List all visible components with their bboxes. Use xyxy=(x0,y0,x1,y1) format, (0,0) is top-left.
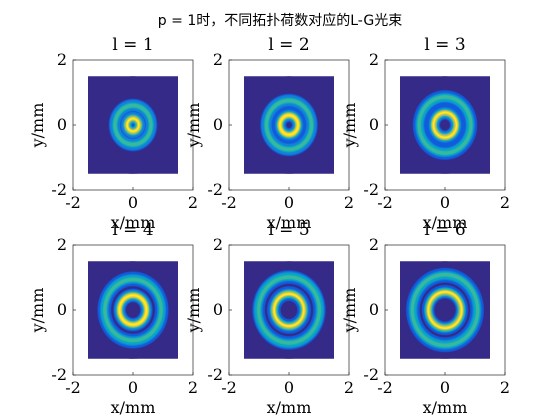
y-tick-label: -2 xyxy=(207,365,223,384)
x-tick-label: -2 xyxy=(377,378,393,397)
subplot-title: l = 5 xyxy=(268,220,309,240)
lg-intensity-pattern xyxy=(244,261,334,359)
y-tick-label: -2 xyxy=(51,365,67,384)
subplot-l-5: -2 0 2 -2 0 2 l = 5 x/mm y/mm xyxy=(184,220,354,417)
y-tick-label: 0 xyxy=(213,115,223,134)
x-tick-label: 0 xyxy=(128,193,138,212)
y-axis-label: y/mm xyxy=(28,288,47,334)
y-tick-label: 0 xyxy=(213,300,223,319)
subplot-title: l = 2 xyxy=(268,35,309,55)
x-tick-label: -2 xyxy=(221,378,237,397)
subplot-grid: -2 0 2 -2 0 2 l = 1 x/mm y/mm -2 0 2 -2 0 2 l = 2 x/mm y/… xyxy=(28,35,510,417)
subplot-l-2: -2 0 2 -2 0 2 l = 2 x/mm y/mm xyxy=(184,35,354,232)
y-tick-label: 2 xyxy=(369,235,379,254)
subplot-l-1: -2 0 2 -2 0 2 l = 1 x/mm y/mm xyxy=(28,35,198,232)
y-tick-label: 2 xyxy=(57,235,67,254)
x-axis-label: x/mm xyxy=(423,398,468,417)
lg-intensity-pattern xyxy=(244,76,334,174)
x-tick-label: 2 xyxy=(188,378,198,397)
lg-intensity-pattern xyxy=(400,76,490,174)
subplot-title: l = 1 xyxy=(112,35,153,55)
x-tick-label: 0 xyxy=(440,378,450,397)
x-axis-label: x/mm xyxy=(111,213,156,232)
x-tick-label: 2 xyxy=(344,193,354,212)
subplot-l-3: -2 0 2 -2 0 2 l = 3 x/mm y/mm xyxy=(340,35,510,232)
y-tick-label: 0 xyxy=(369,115,379,134)
x-tick-label: 2 xyxy=(344,378,354,397)
y-axis-label: y/mm xyxy=(340,288,359,334)
y-tick-label: 0 xyxy=(57,115,67,134)
x-tick-label: 0 xyxy=(284,378,294,397)
x-tick-label: 0 xyxy=(440,193,450,212)
subplot-title: l = 3 xyxy=(424,35,465,55)
y-axis-label: y/mm xyxy=(184,288,203,334)
y-axis-label: y/mm xyxy=(28,103,47,149)
y-tick-label: -2 xyxy=(363,180,379,199)
x-axis-label: x/mm xyxy=(423,213,468,232)
lg-intensity-pattern xyxy=(88,261,178,359)
y-axis-label: y/mm xyxy=(340,103,359,149)
y-tick-label: -2 xyxy=(363,365,379,384)
y-tick-label: 0 xyxy=(57,300,67,319)
y-tick-label: -2 xyxy=(51,180,67,199)
x-tick-label: -2 xyxy=(377,193,393,212)
x-tick-label: 2 xyxy=(188,193,198,212)
subplot-title: l = 4 xyxy=(112,220,153,240)
y-tick-label: 2 xyxy=(213,235,223,254)
x-tick-label: 2 xyxy=(500,193,510,212)
x-tick-label: 0 xyxy=(284,193,294,212)
y-axis-label: y/mm xyxy=(184,103,203,149)
x-tick-label: -2 xyxy=(65,378,81,397)
y-tick-label: -2 xyxy=(207,180,223,199)
subplot-title: l = 6 xyxy=(424,220,465,240)
x-tick-label: -2 xyxy=(221,193,237,212)
subplot-l-4: -2 0 2 -2 0 2 l = 4 x/mm y/mm xyxy=(28,220,198,417)
figure-suptitle: p = 1时，不同拓扑荷数对应的L-G光束 xyxy=(158,12,402,29)
x-axis-label: x/mm xyxy=(267,213,312,232)
x-tick-label: -2 xyxy=(65,193,81,212)
lg-intensity-pattern xyxy=(400,261,490,359)
x-tick-label: 2 xyxy=(500,378,510,397)
y-tick-label: 0 xyxy=(369,300,379,319)
lg-intensity-pattern xyxy=(88,76,178,174)
y-tick-label: 2 xyxy=(213,50,223,69)
y-tick-label: 2 xyxy=(57,50,67,69)
y-tick-label: 2 xyxy=(369,50,379,69)
x-tick-label: 0 xyxy=(128,378,138,397)
x-axis-label: x/mm xyxy=(111,398,156,417)
x-axis-label: x/mm xyxy=(267,398,312,417)
subplot-l-6: -2 0 2 -2 0 2 l = 6 x/mm y/mm xyxy=(340,220,510,417)
